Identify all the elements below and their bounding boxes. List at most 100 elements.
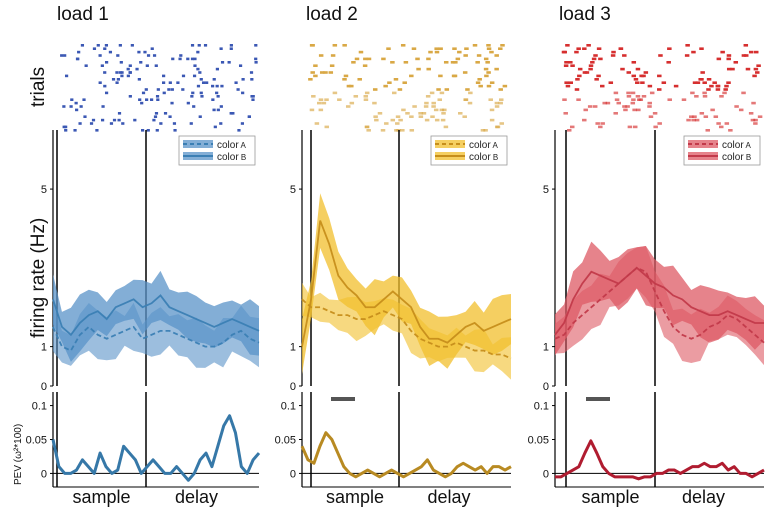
pev-line (300, 431, 512, 479)
pev-tick-label: 0.1 (534, 401, 549, 413)
spike-tick (141, 91, 146, 95)
spike-tick (498, 47, 503, 50)
spike-tick (254, 44, 258, 47)
spike-tick (489, 108, 495, 112)
spike-tick (162, 81, 166, 84)
spike-tick (635, 67, 641, 71)
spike-tick (569, 125, 575, 129)
spike-tick (565, 84, 571, 88)
spike-tick (323, 71, 328, 74)
spike-tick (363, 98, 369, 101)
spike-tick (620, 67, 625, 71)
spike-tick (702, 91, 707, 95)
spike-tick (588, 64, 594, 67)
pev-tick-label: 0.05 (26, 435, 47, 447)
spike-tick (476, 54, 482, 57)
spike-tick (439, 108, 445, 112)
spike-tick (140, 101, 144, 105)
spike-tick (734, 105, 739, 108)
spike-tick (657, 122, 662, 125)
spike-tick (468, 91, 473, 95)
spike-tick (229, 112, 233, 115)
spike-tick (591, 57, 597, 61)
spike-tick (500, 44, 505, 47)
spike-tick (713, 115, 719, 118)
rate-tick-label: 5 (41, 184, 47, 196)
spike-tick (89, 122, 94, 125)
spike-tick (324, 98, 329, 101)
spike-tick (499, 122, 505, 125)
spike-tick (153, 115, 158, 118)
legend-label: color A (217, 140, 246, 151)
spike-tick (128, 64, 132, 67)
spike-tick (353, 95, 359, 98)
spike-tick (337, 98, 342, 101)
spike-tick (494, 67, 499, 71)
spike-tick (488, 98, 493, 101)
spike-tick (457, 50, 462, 54)
spike-tick (566, 129, 572, 132)
spike-tick (366, 57, 372, 61)
delay-epoch-label: delay (175, 487, 218, 507)
spike-tick (424, 118, 430, 122)
spike-tick (64, 125, 68, 129)
spike-tick (632, 125, 638, 129)
spike-tick (156, 88, 160, 91)
spike-tick (70, 98, 74, 101)
spike-tick (719, 95, 724, 98)
spike-tick (686, 118, 691, 122)
spike-tick (400, 44, 406, 47)
spike-tick (178, 57, 182, 61)
spike-tick (625, 105, 630, 108)
spike-tick (647, 101, 652, 105)
legend-label: color A (722, 140, 751, 151)
spike-tick (219, 122, 223, 125)
spike-tick (462, 115, 467, 118)
spike-tick (377, 112, 383, 115)
spike-tick (79, 105, 83, 108)
spike-tick (363, 95, 369, 98)
spike-tick (712, 81, 717, 84)
spike-tick (595, 122, 600, 125)
spike-tick (104, 91, 109, 95)
spike-tick (715, 88, 721, 91)
spike-tick (574, 88, 580, 91)
spike-tick (724, 84, 729, 88)
spike-tick (626, 71, 632, 74)
spike-tick (610, 54, 616, 57)
spike-tick (145, 98, 149, 101)
spike-tick (351, 61, 356, 64)
spike-tick (563, 64, 569, 67)
spike-tick (452, 47, 457, 50)
spike-tick (639, 74, 644, 78)
spike-tick (231, 112, 235, 115)
spike-tick (247, 115, 252, 118)
spike-tick (104, 44, 109, 47)
spike-tick (321, 101, 327, 105)
spike-tick (121, 122, 125, 125)
spike-tick (345, 105, 351, 108)
spike-tick (618, 47, 624, 50)
spike-tick (409, 129, 415, 132)
spike-tick (483, 57, 489, 61)
spike-tick (198, 115, 202, 118)
spike-tick (146, 129, 150, 132)
spike-tick (464, 47, 469, 50)
spike-tick (741, 54, 747, 57)
spike-tick (103, 84, 107, 88)
spike-tick (741, 91, 746, 95)
legend-label-sub: A (491, 141, 499, 150)
spike-tick (436, 88, 441, 91)
spike-tick (234, 81, 238, 84)
spike-tick (755, 71, 760, 74)
spike-tick (690, 91, 695, 95)
spike-tick (324, 125, 330, 129)
spike-tick (237, 129, 241, 132)
pev-tick-label: 0 (41, 468, 47, 480)
spike-tick (189, 122, 193, 125)
series-line-color-a (301, 298, 512, 360)
series-line-color-b (554, 266, 764, 336)
